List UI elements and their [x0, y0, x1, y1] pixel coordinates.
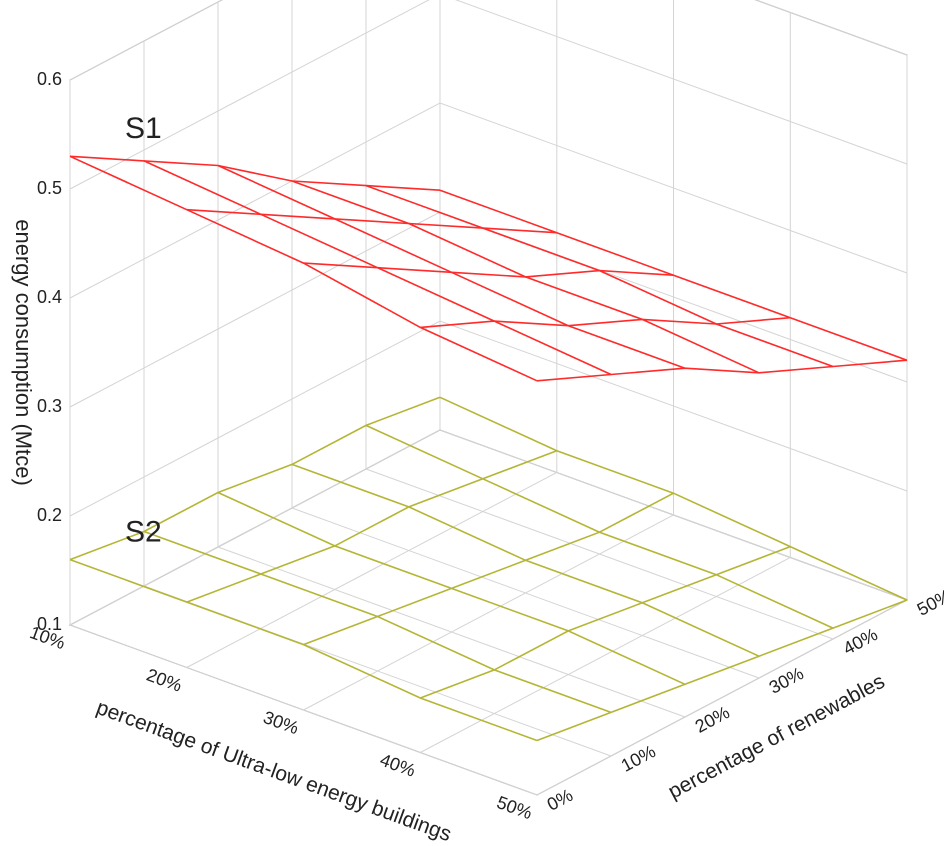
surface-line	[143, 530, 612, 714]
grid-line	[69, 320, 908, 517]
x-tick-label: 40%	[377, 750, 418, 781]
surface-line	[291, 180, 760, 374]
surface-line	[143, 160, 612, 376]
grid-line	[291, 0, 760, 679]
grid-line	[143, 41, 612, 757]
series-label: S2	[125, 516, 162, 549]
y-tick-label: 20%	[692, 702, 733, 737]
y-tick-label: 40%	[840, 624, 881, 659]
surface-line	[536, 599, 908, 742]
surface-line	[439, 396, 908, 601]
surface-line	[420, 316, 791, 329]
grid-line	[69, 211, 908, 408]
grid-line	[69, 0, 908, 81]
surface-line	[69, 155, 538, 382]
z-tick-label: 0.5	[37, 178, 62, 198]
grid-line	[69, 80, 538, 796]
z-tick-label: 0.3	[37, 396, 62, 416]
surface-line	[303, 262, 674, 278]
surface-line	[303, 492, 674, 646]
grid-line	[69, 0, 908, 190]
surface-line	[186, 208, 557, 234]
surface-line	[365, 184, 834, 368]
y-tick-label: 10%	[618, 741, 659, 776]
grid-line	[303, 0, 674, 711]
surface-line	[365, 424, 834, 629]
x-tick-label: 30%	[261, 707, 302, 738]
grid-line	[69, 102, 908, 299]
z-tick-label: 0.1	[37, 614, 62, 634]
z-axis-title: energy consumption (Mtce)	[11, 219, 36, 486]
y-tick-label: 30%	[766, 663, 807, 698]
grid-line	[439, 0, 908, 601]
surface-line	[536, 359, 908, 382]
grid-line	[217, 2, 686, 718]
grid-line	[69, 429, 908, 626]
surface-line	[439, 189, 908, 361]
surface-line	[69, 396, 441, 561]
grid-line	[365, 0, 834, 640]
x-tick-label: 50%	[494, 792, 535, 823]
surface-line	[420, 545, 791, 699]
surface-line	[69, 155, 441, 191]
series-label: S1	[125, 112, 162, 145]
surface-line	[217, 491, 686, 686]
surface-line	[217, 164, 686, 369]
x-tick-label: 20%	[144, 665, 185, 696]
grid-line	[420, 12, 791, 753]
z-tick-label: 0.4	[37, 287, 62, 307]
surface-line	[186, 449, 558, 603]
surface-line	[69, 558, 538, 742]
surface-line	[291, 463, 760, 657]
z-tick-label: 0.6	[37, 69, 62, 89]
z-tick-label: 0.2	[37, 505, 62, 525]
y-tick-label: 50%	[914, 585, 944, 620]
